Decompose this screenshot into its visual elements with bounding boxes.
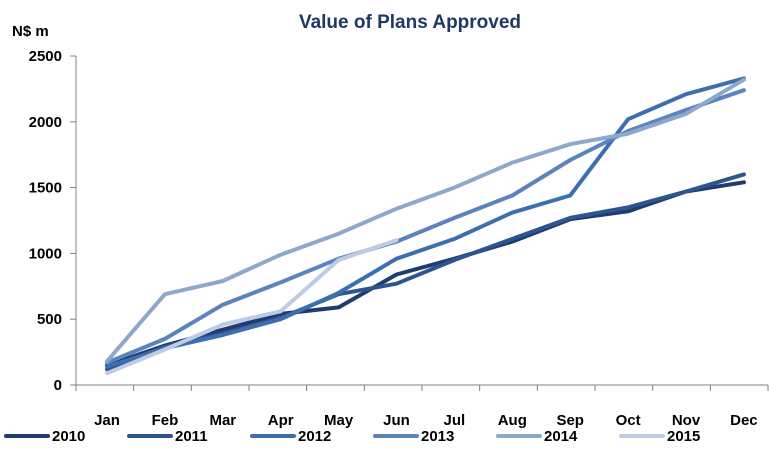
legend-label: 2012 bbox=[298, 428, 331, 445]
y-tick-label: 2000 bbox=[29, 114, 62, 131]
legend-item-2011: 2011 bbox=[127, 428, 208, 445]
y-tick-label: 1500 bbox=[29, 180, 62, 197]
series-line-2014 bbox=[105, 77, 746, 364]
legend-label: 2013 bbox=[421, 428, 454, 445]
y-tick-label: 500 bbox=[37, 311, 62, 328]
x-tick-label: Apr bbox=[268, 412, 294, 429]
series-line-2013 bbox=[105, 88, 746, 365]
legend-item-2013: 2013 bbox=[373, 428, 454, 445]
x-tick-label: Oct bbox=[616, 412, 641, 429]
x-tick-label: Dec bbox=[730, 412, 758, 429]
legend: 2010 2011 2012 2013 2014 2015 bbox=[4, 428, 700, 445]
legend-item-2012: 2012 bbox=[250, 428, 331, 445]
chart-title: Value of Plans Approved bbox=[299, 12, 521, 33]
legend-item-2014: 2014 bbox=[496, 428, 578, 445]
series-lines bbox=[105, 76, 746, 376]
x-tick-label: Jan bbox=[94, 412, 120, 429]
x-tick-label: Mar bbox=[209, 412, 236, 429]
x-tick-label: Nov bbox=[672, 412, 701, 429]
legend-label: 2010 bbox=[52, 428, 85, 445]
legend-label: 2014 bbox=[544, 428, 578, 445]
x-axis-ticks: Jan Feb Mar Apr May Jun Jul Aug Sep Oct Nov Dec bbox=[75, 385, 769, 429]
y-tick-label: 2500 bbox=[29, 48, 62, 65]
x-tick-label: May bbox=[324, 412, 354, 429]
x-tick-label: Jul bbox=[444, 412, 466, 429]
legend-label: 2011 bbox=[175, 428, 208, 445]
series-line-2010 bbox=[105, 180, 746, 368]
y-tick-label: 0 bbox=[54, 377, 62, 394]
legend-label: 2015 bbox=[667, 428, 700, 445]
x-tick-label: Sep bbox=[556, 412, 584, 429]
series-line-2015 bbox=[105, 238, 399, 376]
legend-item-2010: 2010 bbox=[4, 428, 85, 445]
x-tick-label: Aug bbox=[498, 412, 527, 429]
y-tick-label: 1000 bbox=[29, 245, 62, 262]
legend-item-2015: 2015 bbox=[619, 428, 700, 445]
x-tick-label: Jun bbox=[383, 412, 410, 429]
y-axis-unit-label: N$ m bbox=[12, 23, 49, 40]
series-line-2012 bbox=[105, 76, 746, 369]
x-tick-label: Feb bbox=[152, 412, 179, 429]
y-axis-ticks: 0 500 1000 1500 2000 2500 bbox=[29, 48, 76, 394]
